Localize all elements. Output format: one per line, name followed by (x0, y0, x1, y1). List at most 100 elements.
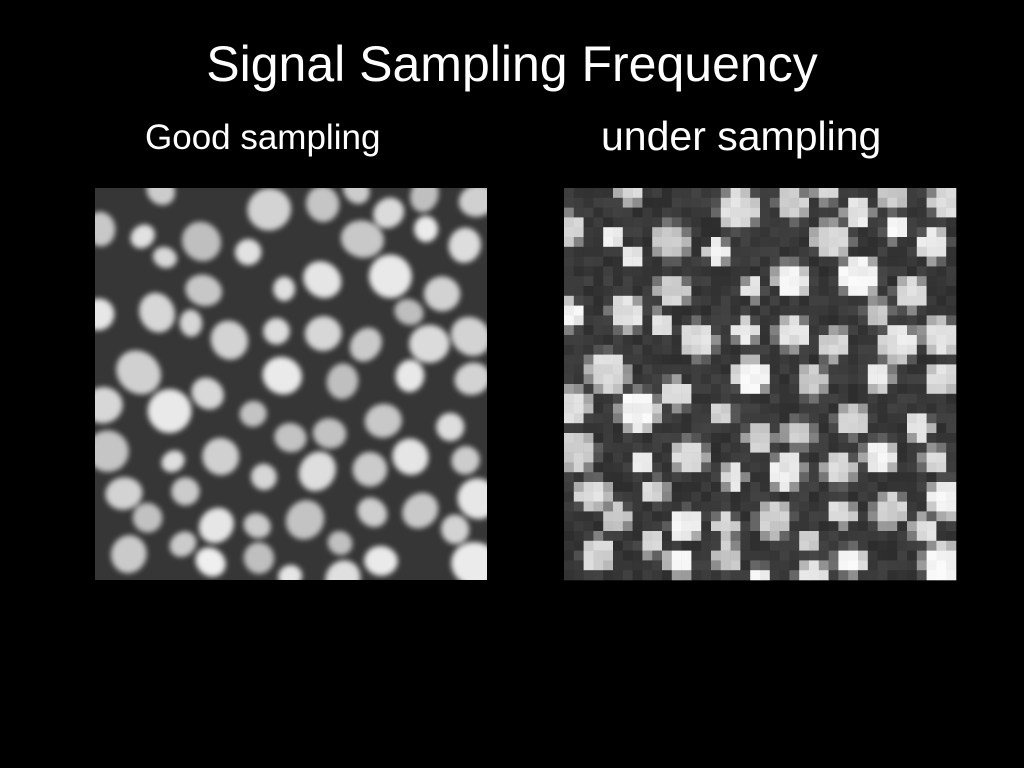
pixel (564, 491, 575, 502)
pixel (652, 540, 663, 551)
pixel (916, 433, 927, 444)
pixel (603, 442, 614, 453)
pixel (799, 197, 810, 208)
pixel (701, 433, 712, 444)
pixel (593, 403, 604, 414)
pixel (711, 305, 722, 316)
pixel (760, 305, 771, 316)
pixel (946, 344, 957, 355)
pixel (720, 227, 731, 238)
pixel (848, 266, 859, 277)
pixel (867, 305, 878, 316)
pixel (916, 521, 927, 532)
pixel (681, 207, 692, 218)
pixel (946, 560, 957, 571)
pixel (916, 472, 927, 483)
pixel (838, 295, 849, 306)
pixel (711, 531, 722, 542)
pixel (789, 521, 800, 532)
pixel (564, 531, 575, 542)
pixel (779, 570, 790, 581)
pixel (897, 217, 908, 228)
pixel (858, 325, 869, 336)
pixel (838, 550, 849, 561)
pixel (946, 511, 957, 522)
pixel (877, 570, 888, 581)
pixel (671, 433, 682, 444)
pixel (720, 472, 731, 483)
pixel (858, 560, 869, 571)
pixel (662, 188, 673, 199)
pixel (750, 540, 761, 551)
pixel (828, 256, 839, 267)
pixel (642, 217, 653, 228)
pixel (622, 511, 633, 522)
pixel (907, 188, 918, 199)
pixel (720, 433, 731, 444)
pixel (613, 511, 624, 522)
pixel (809, 197, 820, 208)
pixel (916, 188, 927, 199)
pixel (701, 286, 712, 297)
pixel (818, 540, 829, 551)
pixel (583, 237, 594, 248)
pixel (799, 335, 810, 346)
pixel (760, 540, 771, 551)
pixel (789, 413, 800, 424)
pixel (897, 560, 908, 571)
blob (171, 477, 200, 506)
pixel (916, 462, 927, 473)
pixel (681, 413, 692, 424)
pixel (799, 462, 810, 473)
pixel (613, 374, 624, 385)
pixel (662, 246, 673, 257)
pixel (750, 442, 761, 453)
blobs (95, 188, 487, 580)
pixel (926, 570, 937, 581)
pixel (926, 433, 937, 444)
pixel (603, 423, 614, 434)
pixel (711, 433, 722, 444)
pixel (720, 452, 731, 463)
pixel (671, 246, 682, 257)
pixel (867, 344, 878, 355)
pixel (818, 452, 829, 463)
pixel (887, 295, 898, 306)
pixel (916, 266, 927, 277)
pixel (916, 374, 927, 385)
pixel (936, 276, 947, 287)
pixel (730, 354, 741, 365)
pixel (573, 335, 584, 346)
pixel (779, 491, 790, 502)
pixel (583, 482, 594, 493)
pixel (926, 550, 937, 561)
pixel (750, 266, 761, 277)
pixel (907, 531, 918, 542)
pixel (867, 237, 878, 248)
pixel (858, 540, 869, 551)
pixel (926, 325, 937, 336)
pixel (848, 344, 859, 355)
pixel (867, 354, 878, 365)
pixel (583, 423, 594, 434)
pixel (926, 237, 937, 248)
pixel (622, 188, 633, 199)
pixel (936, 237, 947, 248)
pixel (681, 433, 692, 444)
pixel (848, 511, 859, 522)
pixel (848, 403, 859, 414)
pixel (740, 472, 751, 483)
pixel (838, 413, 849, 424)
pixel (711, 188, 722, 199)
pixel (681, 384, 692, 395)
pixel (564, 403, 575, 414)
pixel (946, 276, 957, 287)
pixel (858, 237, 869, 248)
pixel (789, 237, 800, 248)
pixel (926, 511, 937, 522)
pixel (799, 217, 810, 228)
pixel (642, 550, 653, 561)
pixel (573, 452, 584, 463)
pixel (701, 227, 712, 238)
pixel (740, 560, 751, 571)
